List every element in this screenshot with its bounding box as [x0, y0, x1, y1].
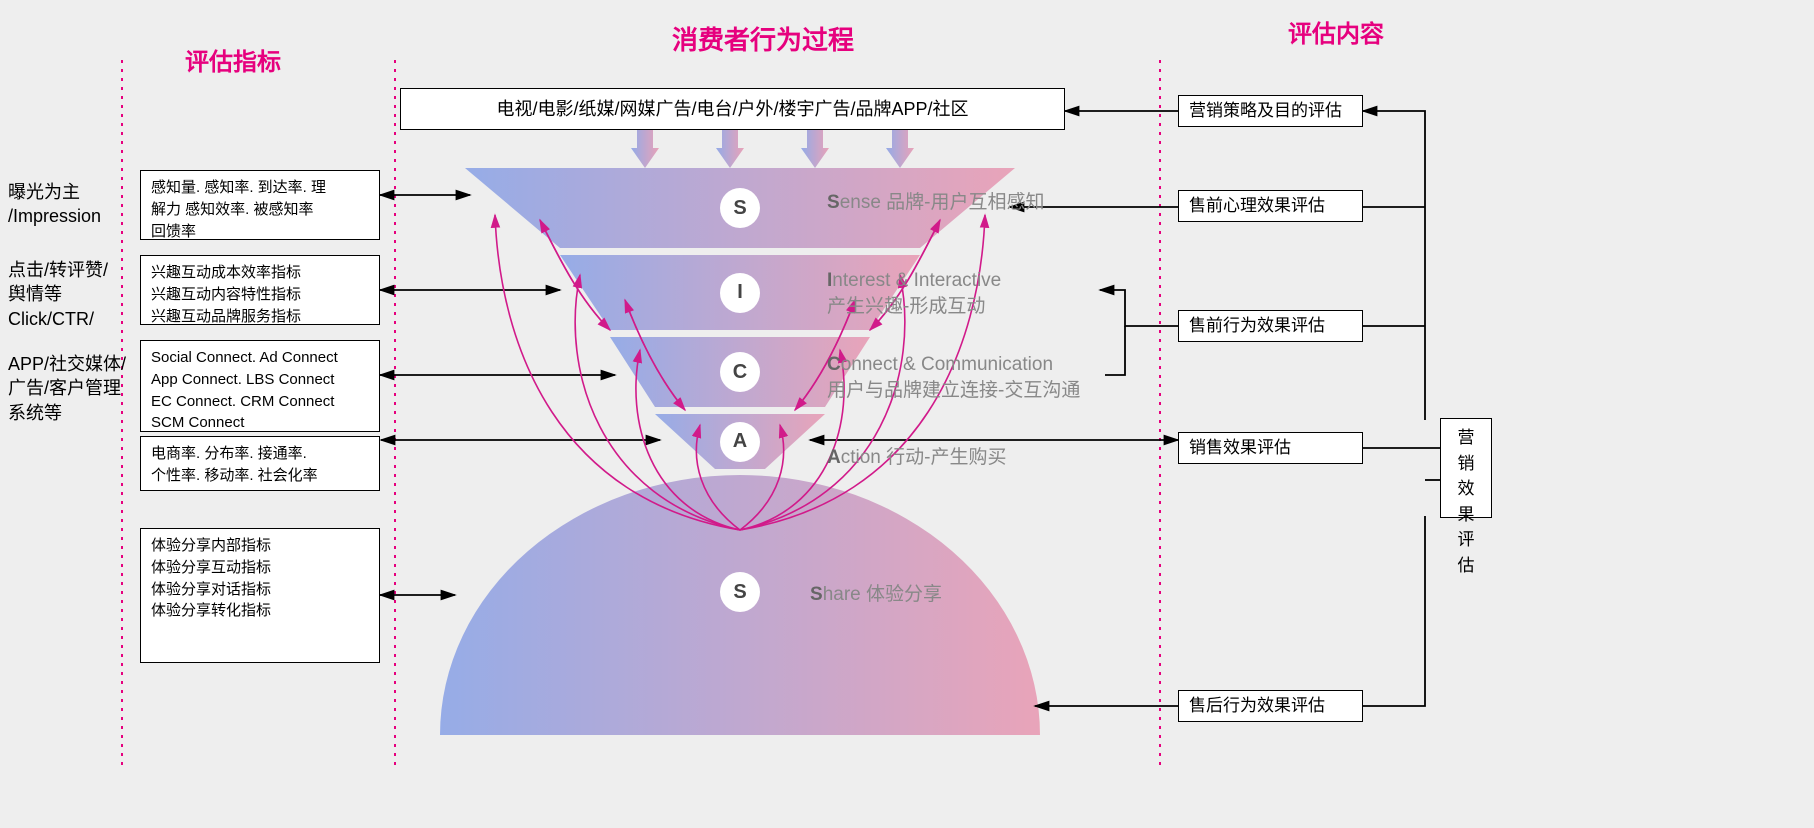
side-label-line: 系统等 — [8, 401, 126, 425]
side-label-line: 曝光为主 — [8, 180, 101, 204]
metric-box-sense: 感知量. 感知率. 到达率. 理解力 感知效率. 被感知率回馈率 — [140, 170, 380, 240]
metric-line: 兴趣互动品牌服务指标 — [151, 306, 369, 328]
eval-label: 售后行为效果评估 — [1189, 694, 1325, 719]
metric-line: 体验分享互动指标 — [151, 557, 369, 579]
eval-label: 售前心理效果评估 — [1189, 194, 1325, 219]
eval-label: 销售效果评估 — [1189, 436, 1291, 461]
summary-line: 效果 — [1451, 476, 1481, 527]
funnel-circle-interest: I — [720, 273, 760, 313]
side-label-impression: 曝光为主/Impression — [8, 180, 101, 229]
side-label-line: 舆情等 — [8, 282, 108, 306]
stage-label-connect: Connect & Communication用户与品牌建立连接-交互沟通 — [827, 352, 1080, 403]
title-right: 评估内容 — [1288, 14, 1384, 49]
channels-box: 电视/电影/纸媒/网媒广告/电台/户外/楼宇广告/品牌APP/社区 — [400, 88, 1065, 130]
metric-line: 兴趣互动成本效率指标 — [151, 262, 369, 284]
eval-box-sales: 销售效果评估 — [1178, 432, 1363, 464]
stage-label-line2: 产生兴趣-形成互动 — [827, 294, 1001, 320]
side-label-app: APP/社交媒体/广告/客户管理系统等 — [8, 352, 126, 425]
funnel-circle-share: S — [720, 572, 760, 612]
side-label-line: /Impression — [8, 204, 101, 228]
eval-box-presale-behavior: 售前行为效果评估 — [1178, 310, 1363, 342]
metric-line: EC Connect. CRM Connect — [151, 391, 369, 413]
metric-line: 感知量. 感知率. 到达率. 理 — [151, 177, 369, 199]
metric-line: 个性率. 移动率. 社会化率 — [151, 465, 369, 487]
metric-box-action: 电商率. 分布率. 接通率.个性率. 移动率. 社会化率 — [140, 436, 380, 491]
eval-label: 售前行为效果评估 — [1189, 314, 1325, 339]
funnel-circle-action: A — [720, 422, 760, 462]
summary-line: 评估 — [1451, 527, 1481, 578]
channels-text: 电视/电影/纸媒/网媒广告/电台/户外/楼宇广告/品牌APP/社区 — [496, 96, 968, 122]
stage-label-line1: Share 体验分享 — [810, 582, 942, 608]
stage-label-share: Share 体验分享 — [810, 582, 942, 608]
eval-box-strategy: 营销策略及目的评估 — [1178, 95, 1363, 127]
metric-line: SCM Connect — [151, 412, 369, 434]
metric-line: 回馈率 — [151, 221, 369, 243]
metric-line: 解力 感知效率. 被感知率 — [151, 199, 369, 221]
metric-line: 体验分享对话指标 — [151, 579, 369, 601]
title-center: 消费者行为过程 — [672, 20, 854, 57]
metric-box-share: 体验分享内部指标体验分享互动指标体验分享对话指标体验分享转化指标 — [140, 528, 380, 663]
stage-label-interest: Interest & Interactive产生兴趣-形成互动 — [827, 268, 1001, 319]
funnel-circle-connect: C — [720, 352, 760, 392]
metric-line: 电商率. 分布率. 接通率. — [151, 443, 369, 465]
metric-line: 体验分享内部指标 — [151, 535, 369, 557]
side-label-line: APP/社交媒体/ — [8, 352, 126, 376]
side-label-line: Click/CTR/ — [8, 307, 108, 331]
stage-label-line2: 用户与品牌建立连接-交互沟通 — [827, 378, 1080, 404]
stage-label-line1: Action 行动-产生购买 — [827, 445, 1006, 471]
metric-line: App Connect. LBS Connect — [151, 369, 369, 391]
stage-label-line1: Connect & Communication — [827, 352, 1080, 378]
metric-line: 体验分享转化指标 — [151, 600, 369, 622]
eval-label: 营销策略及目的评估 — [1189, 99, 1342, 124]
eval-box-presale-psych: 售前心理效果评估 — [1178, 190, 1363, 222]
stage-label-action: Action 行动-产生购买 — [827, 445, 1006, 471]
metric-line: Social Connect. Ad Connect — [151, 347, 369, 369]
side-label-line: 点击/转评赞/ — [8, 258, 108, 282]
stage-label-line1: Interest & Interactive — [827, 268, 1001, 294]
title-left: 评估指标 — [185, 42, 281, 77]
stage-label-sense: Sense 品牌-用户互相感知 — [827, 190, 1045, 216]
metric-line: 兴趣互动内容特性指标 — [151, 284, 369, 306]
eval-box-aftersale: 售后行为效果评估 — [1178, 690, 1363, 722]
summary-box: 营销效果评估 — [1440, 418, 1492, 518]
stage-label-line1: Sense 品牌-用户互相感知 — [827, 190, 1045, 216]
metric-box-interest: 兴趣互动成本效率指标兴趣互动内容特性指标兴趣互动品牌服务指标 — [140, 255, 380, 325]
summary-line: 营销 — [1451, 425, 1481, 476]
metric-box-connect: Social Connect. Ad ConnectApp Connect. L… — [140, 340, 380, 432]
side-label-click: 点击/转评赞/舆情等Click/CTR/ — [8, 258, 108, 331]
funnel-circle-sense: S — [720, 188, 760, 228]
side-label-line: 广告/客户管理 — [8, 376, 126, 400]
